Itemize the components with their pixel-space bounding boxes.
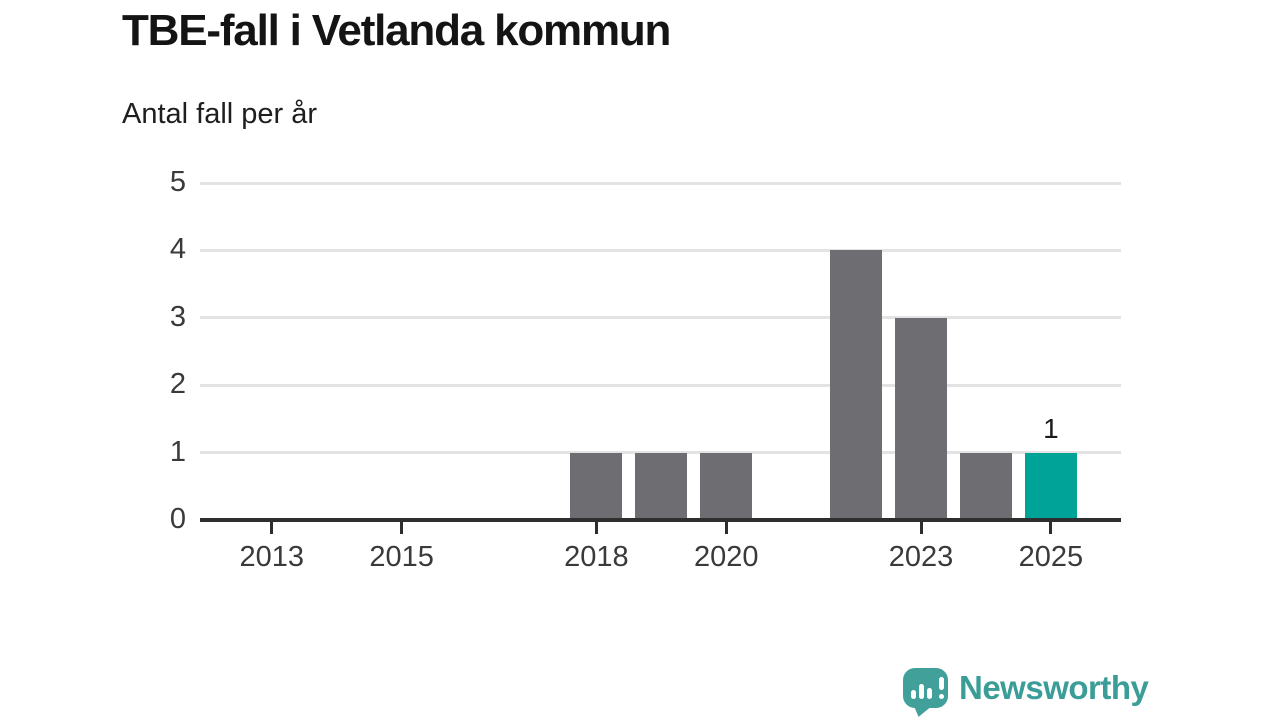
gridline-y-4 [200,248,1121,252]
gridline-y-2 [200,383,1121,387]
y-axis-label-0: 0 [169,503,186,535]
bar-2025 [1024,452,1077,520]
bar-2024 [959,452,1012,520]
gridline-y-5 [200,181,1121,185]
bar-chart-speech-bubble-icon [903,668,948,719]
x-axis-tick-2020 [724,522,728,534]
logo-exclamation-stick [939,677,944,690]
x-axis-label-2018: 2018 [564,541,629,573]
y-axis-label-5: 5 [169,166,186,198]
brand-name: Newsworthy [959,669,1149,706]
logo-bar-glyphs [911,677,944,699]
bar-2018 [570,452,623,520]
bar-value-label-2025: 1 [1043,412,1059,444]
x-axis-tick-2023 [919,522,923,534]
x-axis-label-2023: 2023 [888,541,954,573]
logo-bar-3 [927,688,932,699]
x-axis-tick-2018 [594,522,598,534]
bar-2019 [635,452,688,520]
bar-2020 [700,452,753,520]
x-axis-label-2013: 2013 [239,541,305,573]
logo-bar-2 [919,684,924,699]
x-axis-label-2025: 2025 [1018,541,1084,573]
y-axis-label-3: 3 [169,300,186,333]
chart-subtitle: Antal fall per år [122,98,318,130]
logo-exclamation-mark [939,677,944,699]
x-axis-tick-2025 [1049,522,1053,534]
x-axis-label-2015: 2015 [369,541,434,573]
bar-2023 [895,317,948,520]
y-axis-label-2: 2 [169,368,186,401]
x-axis-tick-2015 [400,522,404,534]
logo-exclamation-dot [939,694,944,699]
y-axis-label-4: 4 [169,233,186,266]
y-axis-label-1: 1 [169,435,186,468]
logo-bar-1 [911,690,916,699]
x-axis-line [200,518,1121,522]
x-axis-tick-2013 [270,522,274,534]
gridline-y-3 [200,316,1121,320]
chart-title: TBE-fall i Vetlanda kommun [122,6,671,55]
bar-2022 [830,250,883,520]
newsworthy-logo: Newsworthy [903,668,1149,719]
x-axis-label-2020: 2020 [693,541,759,573]
